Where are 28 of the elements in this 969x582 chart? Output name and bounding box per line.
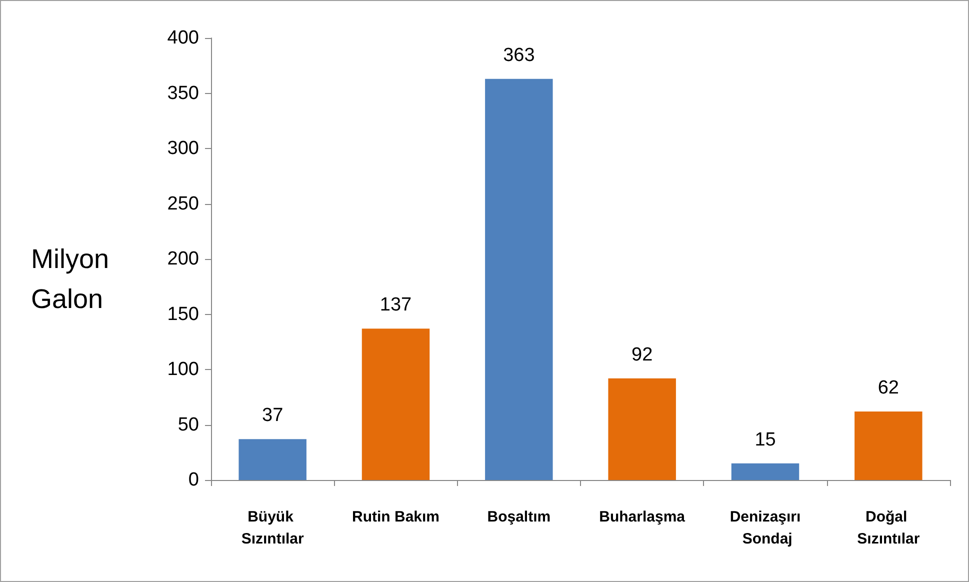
- y-axis-title: Milyon Galon: [31, 244, 117, 314]
- x-tick-label: Büyük Sızıntılar: [241, 508, 304, 548]
- y-tick-label: 250: [167, 193, 199, 214]
- bar: [854, 411, 922, 480]
- bar: [238, 439, 306, 480]
- x-tick-label: Rutin Bakım: [352, 508, 440, 526]
- data-label: 15: [754, 429, 776, 450]
- data-label: 137: [380, 294, 412, 316]
- bar: [485, 78, 553, 480]
- bar: [731, 463, 800, 480]
- y-tick-label: 400: [167, 28, 199, 48]
- y-tick-label: 50: [178, 414, 199, 436]
- y-tick-label: 300: [167, 138, 199, 159]
- x-tick-label: Denizaşırı Sondaj: [730, 508, 801, 548]
- y-tick-label: 200: [167, 248, 199, 270]
- data-label: 62: [878, 377, 899, 398]
- y-tick-label: 350: [167, 82, 199, 104]
- data-label: 363: [503, 44, 535, 66]
- y-tick-label: 150: [167, 304, 199, 325]
- y-tick-label: 100: [167, 359, 199, 380]
- bar: [608, 378, 676, 480]
- x-tick-label: Buharlaşma: [599, 508, 686, 526]
- bar: [362, 328, 430, 480]
- x-tick-label: Boşaltım: [487, 508, 551, 526]
- x-tick-label: Doğal Sızıntılar: [857, 508, 920, 548]
- data-label: 37: [262, 405, 284, 426]
- y-tick-label: 0: [188, 470, 199, 490]
- data-label: 92: [632, 344, 653, 366]
